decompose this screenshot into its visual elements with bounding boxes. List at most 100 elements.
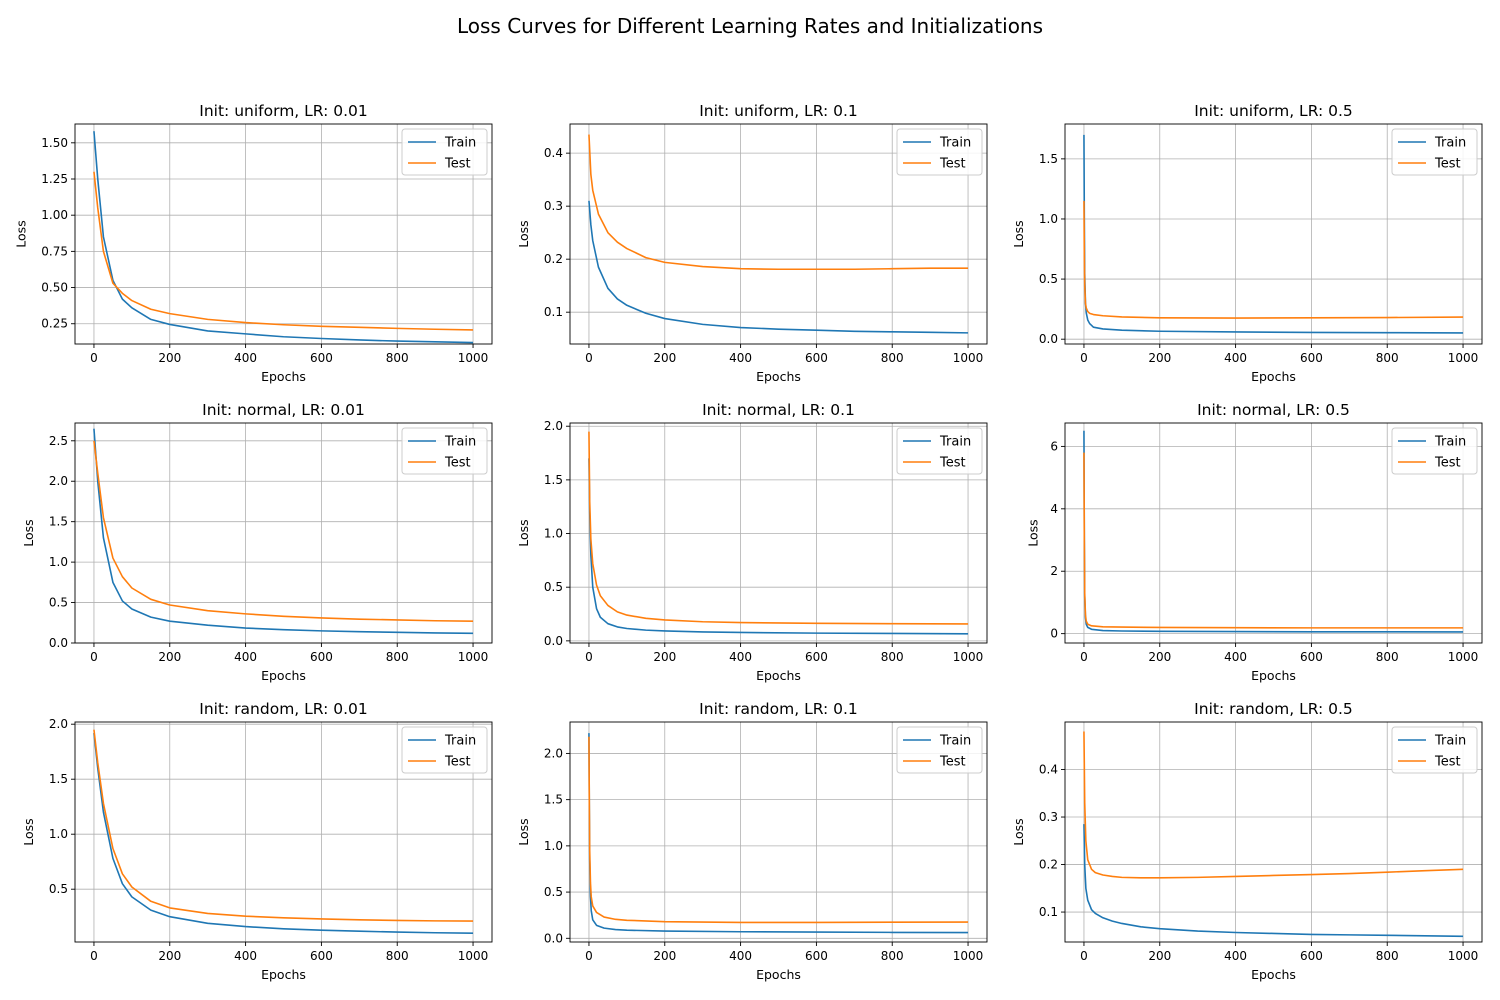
x-tick-label: 600 <box>310 650 333 664</box>
y-tick-label: 6 <box>1050 439 1058 453</box>
x-tick-label: 600 <box>805 949 828 963</box>
y-tick-label: 1.0 <box>49 555 68 569</box>
x-tick-label: 400 <box>729 650 752 664</box>
x-axis-label: Epochs <box>261 668 306 683</box>
x-tick-label: 1000 <box>458 351 489 365</box>
x-tick-label: 200 <box>653 650 676 664</box>
y-tick-label: 0.75 <box>41 244 68 258</box>
axes-frame <box>74 721 493 943</box>
subplot-9: 0 200 400 600 800 1000 0.1 0.2 0.3 0.4 Init: rando… <box>1011 700 1483 982</box>
series-line-test <box>588 431 969 625</box>
x-tick-label: 600 <box>1300 650 1323 664</box>
x-axis-label: Epochs <box>756 967 801 982</box>
subplot-title: Init: random, LR: 0.1 <box>699 700 858 718</box>
legend-label-train: Train <box>444 136 476 151</box>
x-tick-label: 400 <box>234 949 257 963</box>
x-tick-label: 200 <box>1148 351 1171 365</box>
legend: Train Test <box>896 128 983 176</box>
x-tick-label: 0 <box>585 650 593 664</box>
legend: Train Test <box>896 726 983 774</box>
x-tick-label: 600 <box>1300 949 1323 963</box>
y-tick-label: 2.0 <box>49 717 68 731</box>
series-line-train <box>588 200 969 334</box>
y-tick-label: 0.4 <box>544 146 563 160</box>
legend: Train Test <box>1391 128 1478 176</box>
x-tick-label: 1000 <box>1448 949 1479 963</box>
x-tick-label: 800 <box>1376 650 1399 664</box>
x-tick-label: 200 <box>1148 650 1171 664</box>
series-line-train <box>1083 824 1464 938</box>
y-tick-label: 0.5 <box>49 882 68 896</box>
y-axis-label: Loss <box>21 519 36 546</box>
subplot-4: 0 200 400 600 800 1000 0.0 0.5 1.0 1.5 2.0 2.5 Init:… <box>21 401 493 683</box>
y-axis-label: Loss <box>21 818 36 845</box>
legend: Train Test <box>401 726 488 774</box>
axes-frame <box>1064 422 1483 644</box>
y-axis-label: Loss <box>516 220 531 247</box>
subplot-6: 0 200 400 600 800 1000 0 2 4 6 Init: normal, LR: 0… <box>1026 401 1483 683</box>
y-axis-label: Loss <box>516 519 531 546</box>
x-tick-label: 0 <box>90 650 98 664</box>
x-tick-label: 400 <box>1224 650 1247 664</box>
axes-frame <box>569 123 988 345</box>
legend-label-train: Train <box>444 435 476 450</box>
y-tick-label: 0.1 <box>1039 905 1058 919</box>
subplot-8: 0 200 400 600 800 1000 0.0 0.5 1.0 1.5 2.0 Init: ra… <box>516 700 988 982</box>
y-tick-label: 1.0 <box>544 839 563 853</box>
y-tick-label: 2.0 <box>49 474 68 488</box>
x-tick-label: 800 <box>386 949 409 963</box>
y-tick-label: 1.0 <box>544 527 563 541</box>
y-tick-label: 1.5 <box>544 473 563 487</box>
y-tick-label: 2.0 <box>544 419 563 433</box>
subplot-title: Init: uniform, LR: 0.1 <box>699 102 858 120</box>
x-tick-label: 0 <box>585 351 593 365</box>
x-tick-label: 0 <box>1080 650 1088 664</box>
x-tick-label: 0 <box>1080 949 1088 963</box>
x-tick-label: 600 <box>805 351 828 365</box>
legend-label-test: Test <box>939 755 966 770</box>
x-tick-label: 400 <box>729 351 752 365</box>
y-axis-label: Loss <box>1026 519 1041 546</box>
subplot-3: 0 200 400 600 800 1000 0.0 0.5 1.0 1.5 Init: unifo… <box>1011 102 1483 384</box>
x-tick-label: 400 <box>234 351 257 365</box>
series-line-test <box>93 171 474 331</box>
x-tick-label: 600 <box>805 650 828 664</box>
y-axis-label: Loss <box>516 818 531 845</box>
series-line-test <box>1083 452 1464 629</box>
x-axis-label: Epochs <box>1251 668 1296 683</box>
x-tick-label: 0 <box>585 949 593 963</box>
axes-frame <box>1064 123 1483 345</box>
subplot-title: Init: uniform, LR: 0.01 <box>199 102 367 120</box>
legend-label-test: Test <box>444 755 471 770</box>
y-tick-label: 0.5 <box>544 885 563 899</box>
x-tick-label: 400 <box>1224 949 1247 963</box>
legend-label-test: Test <box>444 157 471 172</box>
subplot-title: Init: normal, LR: 0.01 <box>202 401 365 419</box>
y-tick-label: 1.5 <box>544 793 563 807</box>
legend: Train Test <box>401 427 488 475</box>
x-tick-label: 200 <box>1148 949 1171 963</box>
x-axis-label: Epochs <box>756 668 801 683</box>
y-tick-label: 2.5 <box>49 434 68 448</box>
y-tick-label: 0.0 <box>544 931 563 945</box>
subplot-title: Init: uniform, LR: 0.5 <box>1194 102 1353 120</box>
series-line-train <box>93 428 474 635</box>
x-axis-label: Epochs <box>756 369 801 384</box>
x-tick-label: 1000 <box>458 949 489 963</box>
series-line-test <box>588 736 969 924</box>
legend-label-train: Train <box>939 734 971 749</box>
x-tick-label: 800 <box>386 351 409 365</box>
y-tick-label: 0.2 <box>544 252 563 266</box>
y-tick-label: 0 <box>1050 627 1058 641</box>
x-tick-label: 800 <box>1376 949 1399 963</box>
axes-frame <box>74 123 493 345</box>
y-tick-label: 2 <box>1050 564 1058 578</box>
x-tick-label: 400 <box>234 650 257 664</box>
legend-label-test: Test <box>939 456 966 471</box>
y-tick-label: 0.0 <box>49 636 68 650</box>
y-tick-label: 1.5 <box>1039 152 1058 166</box>
y-tick-label: 1.00 <box>41 208 68 222</box>
y-tick-label: 1.5 <box>49 515 68 529</box>
x-tick-label: 800 <box>881 949 904 963</box>
